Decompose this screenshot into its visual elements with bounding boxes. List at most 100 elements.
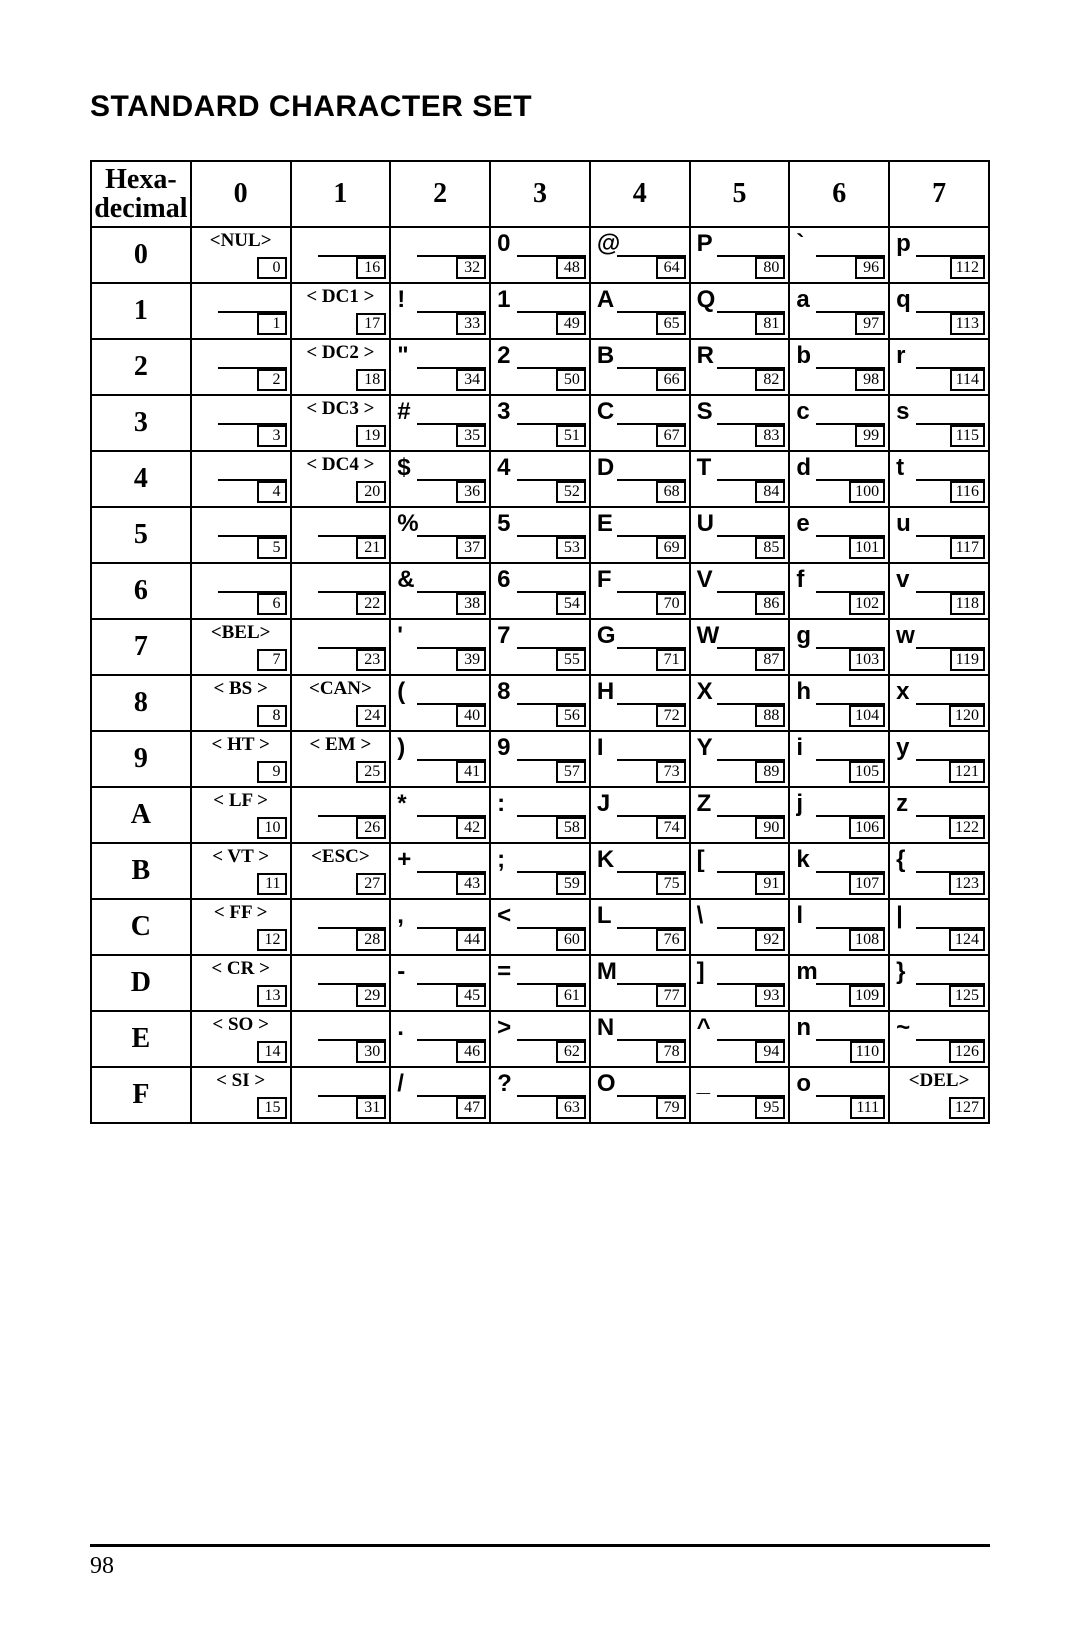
cell-decimal: 71 bbox=[656, 649, 686, 671]
cell-decimal: 10 bbox=[257, 817, 287, 839]
cell-glyph: q bbox=[896, 286, 911, 314]
cell-decimal: 107 bbox=[849, 873, 885, 895]
cell-decimal: 109 bbox=[849, 985, 885, 1007]
cell-glyph: ] bbox=[697, 958, 705, 986]
ascii-cell: 6 bbox=[191, 563, 291, 619]
ascii-cell: z122 bbox=[889, 787, 989, 843]
cell-decimal: 112 bbox=[950, 257, 985, 279]
cell-glyph: : bbox=[497, 790, 505, 818]
cell-decimal: 76 bbox=[656, 929, 686, 951]
ascii-cell: l108 bbox=[789, 899, 889, 955]
cell-decimal: 81 bbox=[755, 313, 785, 335]
row-header: 7 bbox=[91, 619, 191, 675]
cell-decimal: 73 bbox=[656, 761, 686, 783]
cell-glyph: X bbox=[697, 678, 713, 706]
ascii-cell: R82 bbox=[690, 339, 790, 395]
cell-glyph: i bbox=[796, 734, 803, 762]
ascii-cell: x120 bbox=[889, 675, 989, 731]
cell-glyph: ' bbox=[397, 622, 403, 650]
ascii-cell: v118 bbox=[889, 563, 989, 619]
cell-glyph: < SO > bbox=[194, 1014, 288, 1036]
cell-decimal: 127 bbox=[949, 1097, 985, 1119]
ascii-cell: *42 bbox=[390, 787, 490, 843]
cell-decimal: 114 bbox=[950, 369, 985, 391]
cell-decimal: 46 bbox=[456, 1041, 486, 1063]
cell-decimal: 37 bbox=[456, 537, 486, 559]
cell-decimal: 1 bbox=[257, 313, 287, 335]
cell-decimal: 99 bbox=[855, 425, 885, 447]
ascii-cell: < VT >11 bbox=[191, 843, 291, 899]
col-header: 7 bbox=[889, 161, 989, 227]
cell-decimal: 12 bbox=[257, 929, 287, 951]
cell-glyph: ^ bbox=[697, 1014, 711, 1042]
ascii-cell: 755 bbox=[490, 619, 590, 675]
ascii-cell: h104 bbox=[789, 675, 889, 731]
ascii-cell: 31 bbox=[291, 1067, 391, 1123]
cell-decimal: 98 bbox=[855, 369, 885, 391]
ascii-cell: 32 bbox=[390, 227, 490, 283]
page-footer: 98 bbox=[90, 1544, 990, 1580]
ascii-cell: T84 bbox=[690, 451, 790, 507]
ascii-cell: G71 bbox=[590, 619, 690, 675]
cell-decimal: 106 bbox=[849, 817, 885, 839]
ascii-cell: 5 bbox=[191, 507, 291, 563]
cell-glyph: # bbox=[397, 398, 410, 426]
cell-glyph: <NUL> bbox=[194, 230, 288, 252]
ascii-cell: A65 bbox=[590, 283, 690, 339]
cell-decimal: 108 bbox=[849, 929, 885, 951]
cell-decimal: 121 bbox=[949, 761, 985, 783]
ascii-cell: < DC3 >19 bbox=[291, 395, 391, 451]
col-header: 0 bbox=[191, 161, 291, 227]
ascii-cell: 957 bbox=[490, 731, 590, 787]
ascii-cell: ^94 bbox=[690, 1011, 790, 1067]
cell-decimal: 57 bbox=[556, 761, 586, 783]
ascii-cell: i105 bbox=[789, 731, 889, 787]
cell-decimal: 90 bbox=[755, 817, 785, 839]
cell-decimal: 29 bbox=[356, 985, 386, 1007]
ascii-cell: #35 bbox=[390, 395, 490, 451]
row-header: B bbox=[91, 843, 191, 899]
ascii-cell: Z90 bbox=[690, 787, 790, 843]
cell-decimal: 103 bbox=[849, 649, 885, 671]
ascii-cell: Y89 bbox=[690, 731, 790, 787]
cell-decimal: 115 bbox=[950, 425, 985, 447]
cell-decimal: 65 bbox=[656, 313, 686, 335]
ascii-cell: ' 39 bbox=[390, 619, 490, 675]
cell-glyph: & bbox=[397, 566, 414, 594]
cell-decimal: 87 bbox=[755, 649, 785, 671]
cell-glyph: < BS > bbox=[194, 678, 288, 700]
cell-decimal: 17 bbox=[356, 313, 386, 335]
cell-glyph: " bbox=[397, 342, 408, 370]
cell-glyph: C bbox=[597, 398, 614, 426]
cell-glyph: E bbox=[597, 510, 613, 538]
cell-decimal: 68 bbox=[656, 481, 686, 503]
cell-glyph: Q bbox=[697, 286, 716, 314]
cell-decimal: 42 bbox=[456, 817, 486, 839]
ascii-cell: g103 bbox=[789, 619, 889, 675]
cell-glyph: 3 bbox=[497, 398, 510, 426]
ascii-cell: {123 bbox=[889, 843, 989, 899]
cell-glyph: e bbox=[796, 510, 809, 538]
cell-glyph: K bbox=[597, 846, 614, 874]
cell-decimal: 44 bbox=[456, 929, 486, 951]
cell-decimal: 118 bbox=[950, 593, 985, 615]
ascii-cell: c99 bbox=[789, 395, 889, 451]
cell-decimal: 9 bbox=[257, 761, 287, 783]
ascii-cell: p112 bbox=[889, 227, 989, 283]
cell-glyph: + bbox=[397, 846, 411, 874]
row-header: D bbox=[91, 955, 191, 1011]
cell-glyph: % bbox=[397, 510, 418, 538]
cell-decimal: 74 bbox=[656, 817, 686, 839]
cell-decimal: 39 bbox=[456, 649, 486, 671]
ascii-cell: !33 bbox=[390, 283, 490, 339]
ascii-cell: % 37 bbox=[390, 507, 490, 563]
ascii-cell: y 121 bbox=[889, 731, 989, 787]
cell-decimal: 78 bbox=[656, 1041, 686, 1063]
cell-decimal: 52 bbox=[556, 481, 586, 503]
row-header: 9 bbox=[91, 731, 191, 787]
cell-glyph: y bbox=[896, 734, 909, 762]
ascii-cell: 856 bbox=[490, 675, 590, 731]
cell-glyph: J bbox=[597, 790, 610, 818]
cell-glyph: <BEL> bbox=[194, 622, 288, 644]
cell-decimal: 66 bbox=[656, 369, 686, 391]
